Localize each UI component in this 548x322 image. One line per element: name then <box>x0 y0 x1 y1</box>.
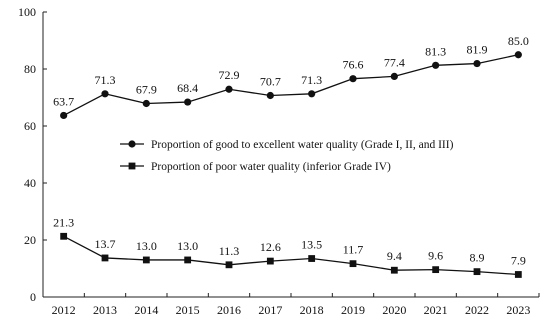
series-1-data-label: 13.7 <box>95 237 116 251</box>
series-1-point <box>101 254 109 262</box>
series-0-point <box>225 85 233 93</box>
legend-label-1: Proportion of poor water quality (inferi… <box>151 161 391 173</box>
series-0-data-label: 70.7 <box>260 75 281 89</box>
series-1-point <box>390 266 398 274</box>
series-0-data-label: 71.3 <box>95 73 116 87</box>
series-1-point <box>60 232 68 240</box>
x-tick-label: 2021 <box>424 303 448 317</box>
series-0-point <box>349 75 357 83</box>
series-0-point <box>184 98 192 106</box>
axes-group: 0 20 40 60 80 100 2012 2013 2014 2015 2016 2017 2018… <box>18 5 540 317</box>
series-0-data-label: 85.0 <box>508 34 529 48</box>
series-0-data-label: 72.9 <box>219 68 240 82</box>
series-0-data-label: 77.4 <box>384 55 405 69</box>
series-1-group: 21.3 13.7 13.0 13.0 11.3 12.6 13.5 11.7 9.4 9.6 8.… <box>53 215 526 278</box>
series-0-data-label: 76.6 <box>343 58 364 72</box>
series-0-point <box>101 90 109 98</box>
x-tick-label: 2022 <box>465 303 489 317</box>
series-0-point <box>473 59 481 68</box>
series-0-point <box>266 91 274 100</box>
x-tick-label: 2014 <box>134 303 158 317</box>
series-1-point <box>225 261 233 269</box>
series-1-data-label: 21.3 <box>53 215 74 229</box>
x-tick-label: 2016 <box>217 303 241 317</box>
series-0-point <box>60 111 68 120</box>
x-tick-label: 2019 <box>341 303 365 317</box>
series-0-point <box>514 51 522 59</box>
x-tick-label: 2012 <box>52 303 76 317</box>
series-1-point <box>432 266 440 274</box>
series-1-point <box>473 268 481 276</box>
series-1-line <box>63 235 519 276</box>
x-tick-label: 2018 <box>300 303 324 317</box>
x-tick-label: 2013 <box>93 303 117 317</box>
series-1-data-label: 8.9 <box>470 251 485 265</box>
series-1-data-label: 12.6 <box>260 240 281 254</box>
series-1-data-label: 13.0 <box>136 239 157 253</box>
series-0-point <box>142 99 150 108</box>
series-1-data-label: 7.9 <box>511 253 526 267</box>
y-tick-label: 60 <box>24 119 36 133</box>
series-0-data-label: 68.4 <box>177 81 198 95</box>
y-tick-label: 100 <box>18 5 36 19</box>
legend-marker-1 <box>128 162 136 170</box>
series-1-point <box>308 255 316 262</box>
x-tick-label: 2020 <box>382 303 406 317</box>
series-1-data-label: 9.4 <box>387 249 402 263</box>
x-tick-label: 2015 <box>176 303 200 317</box>
series-1-data-label: 11.7 <box>343 243 364 257</box>
legend-label-0: Proportion of good to excellent water qu… <box>151 139 454 151</box>
series-1-point <box>184 256 192 264</box>
series-0-point <box>432 61 440 69</box>
y-tick-label: 80 <box>24 62 36 76</box>
series-1-data-label: 9.6 <box>428 249 443 263</box>
x-tick-label: 2017 <box>258 303 282 317</box>
y-tick-label: 40 <box>24 176 36 190</box>
series-1-data-label: 11.3 <box>219 244 240 258</box>
series-1-point <box>266 257 274 265</box>
series-0-data-label: 71.3 <box>301 73 322 87</box>
series-0-data-label: 81.3 <box>425 44 446 58</box>
series-1-data-label: 13.5 <box>301 238 322 252</box>
series-1-data-label: 13.0 <box>177 239 198 253</box>
legend-marker-0 <box>128 140 136 148</box>
series-0-point <box>308 90 316 98</box>
y-tick-label: 0 <box>30 290 36 304</box>
series-0-group: 63.7 71.3 67.9 68.4 72.9 70.7 71.3 76.6 77.4 81.3… <box>53 34 529 120</box>
series-0-data-label: 81.9 <box>467 43 488 57</box>
x-tick-label: 2023 <box>506 303 530 317</box>
series-0-line <box>63 54 519 117</box>
series-1-point <box>142 256 150 264</box>
series-1-point <box>514 271 522 278</box>
series-1-point <box>349 260 357 268</box>
legend: Proportion of good to excellent water qu… <box>120 139 454 173</box>
y-tick-label: 20 <box>24 233 36 247</box>
series-0-data-label: 63.7 <box>53 94 74 108</box>
series-0-data-label: 67.9 <box>136 82 157 96</box>
series-0-point <box>390 72 398 81</box>
